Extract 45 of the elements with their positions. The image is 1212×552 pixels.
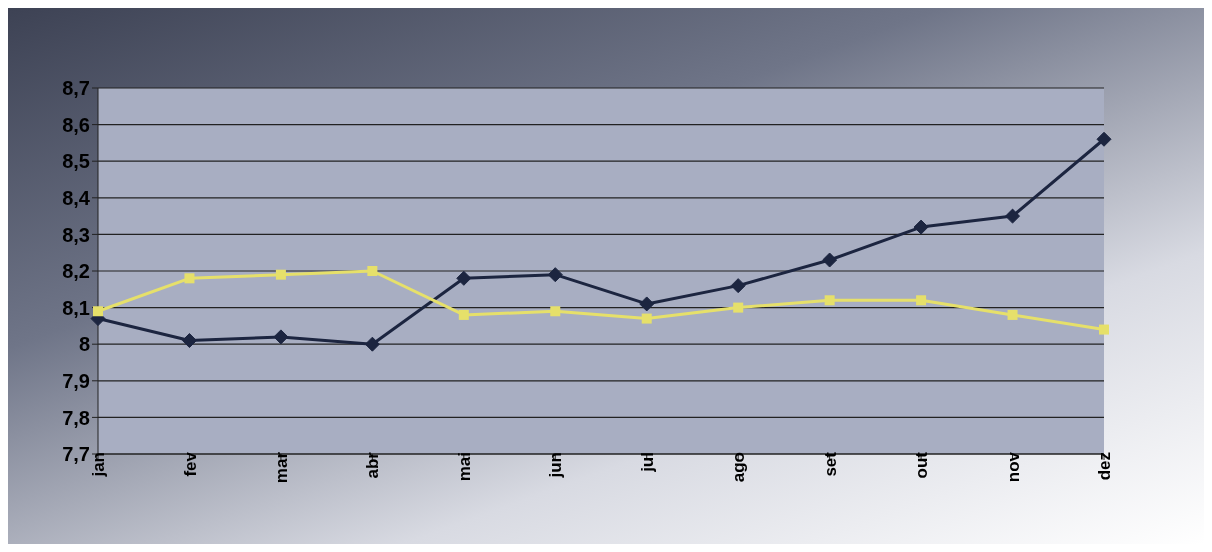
point — [1005, 208, 1021, 224]
point — [181, 333, 197, 349]
x-tick-label: set — [820, 451, 840, 477]
point — [458, 309, 469, 320]
x-tick-label: jun — [546, 452, 566, 479]
point — [1096, 131, 1112, 147]
x-tick-label: abr — [363, 451, 383, 479]
point — [913, 219, 929, 235]
x-tick-label: mar — [271, 451, 291, 484]
point — [364, 336, 380, 352]
y-tick-label: 8,6 — [62, 113, 90, 136]
point — [733, 302, 744, 313]
y-tick-label: 7,9 — [62, 369, 90, 392]
point — [547, 267, 563, 283]
point — [273, 329, 289, 345]
point — [550, 306, 561, 317]
y-tick-label: 8,7 — [62, 77, 90, 100]
point — [639, 296, 655, 312]
y-tick-label: 8,2 — [62, 260, 90, 283]
point — [456, 270, 472, 286]
y-tick-label: 8,4 — [62, 186, 91, 209]
y-tick-label: 7,7 — [62, 443, 90, 466]
y-tick-label: 8,5 — [62, 150, 90, 173]
point — [1099, 324, 1109, 335]
point — [730, 278, 746, 294]
x-tick-label: dez — [1095, 452, 1115, 481]
y-tick-label: 8,1 — [62, 296, 90, 319]
y-tick-label: 8,3 — [62, 223, 90, 246]
x-tick-label: mai — [454, 452, 474, 482]
point — [1007, 309, 1018, 320]
x-tick-label: nov — [1003, 451, 1023, 483]
point — [184, 273, 195, 284]
point — [822, 252, 838, 268]
point — [367, 266, 378, 276]
x-tick-label: fev — [180, 451, 200, 477]
x-tick-label: jan — [89, 452, 109, 478]
x-tick-label: ago — [729, 452, 749, 483]
point — [641, 313, 652, 324]
y-tick-label: 8 — [78, 333, 90, 356]
x-tick-label: jul — [637, 452, 657, 473]
point — [824, 295, 835, 306]
point — [275, 269, 286, 280]
point — [916, 295, 927, 306]
x-tick-label: out — [912, 451, 932, 479]
y-tick-label: 7,8 — [62, 406, 90, 429]
